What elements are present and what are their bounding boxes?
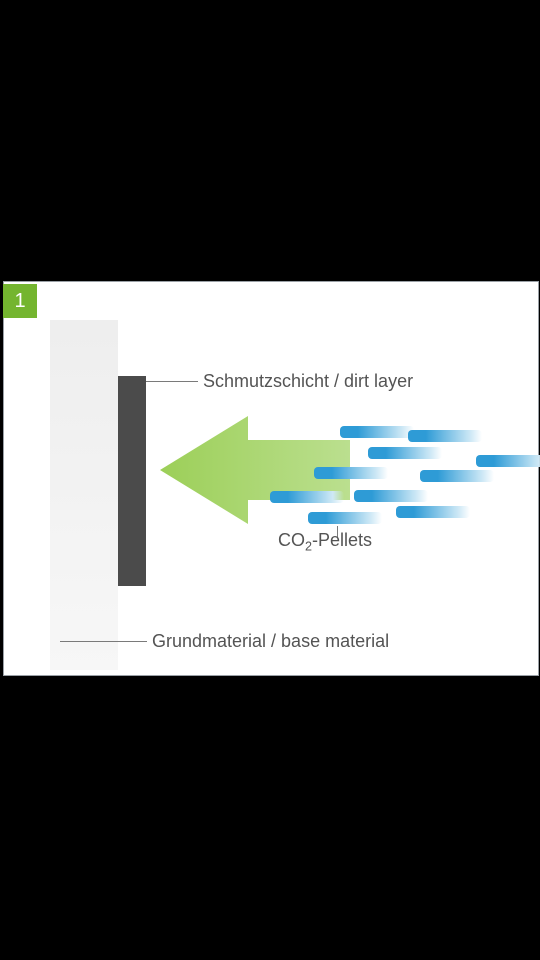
base-material-label: Grundmaterial / base material — [152, 631, 389, 652]
co2-pellet — [396, 506, 470, 518]
step-number-badge: 1 — [3, 284, 37, 318]
callout-line-base — [60, 641, 147, 642]
dirt-layer-slab — [118, 376, 146, 586]
co2-pellets-label: CO2-Pellets — [278, 530, 372, 554]
co2-pellet — [476, 455, 540, 467]
co2-text-part: CO — [278, 530, 305, 550]
base-material-slab — [50, 320, 118, 670]
co2-subscript: 2 — [305, 540, 312, 554]
co2-pellet — [408, 430, 482, 442]
dirt-layer-label: Schmutzschicht / dirt layer — [203, 371, 413, 392]
co2-pellet — [270, 491, 344, 503]
co2-pellet — [420, 470, 494, 482]
callout-line-dirt — [146, 381, 198, 382]
co2-pellet — [368, 447, 442, 459]
co2-pellet — [340, 426, 414, 438]
co2-tail-text: -Pellets — [312, 530, 372, 550]
co2-pellet — [314, 467, 388, 479]
co2-pellet — [308, 512, 382, 524]
co2-pellet — [354, 490, 428, 502]
